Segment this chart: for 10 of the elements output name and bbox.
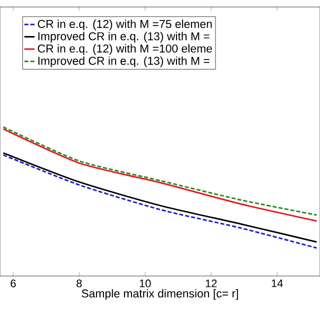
x-tick-label: 14 — [272, 280, 283, 288]
x-axis-title: Sample matrix dimension [c= r] — [82, 289, 238, 300]
x-tick-label: 12 — [206, 280, 217, 288]
x-tick-label: 6 — [10, 280, 16, 288]
legend-label: Improved CR in e.q. (13) with M = — [38, 32, 210, 43]
x-tick-label: 8 — [76, 280, 82, 288]
legend-label: CR in e.q. (12) with M =75 elemen — [38, 20, 212, 30]
legend-label: Improved CR in e.q. (13) with M = — [38, 56, 210, 68]
x-tick-label: 10 — [140, 280, 151, 288]
legend-label: CR in e.q. (12) with M =100 eleme — [38, 44, 212, 55]
